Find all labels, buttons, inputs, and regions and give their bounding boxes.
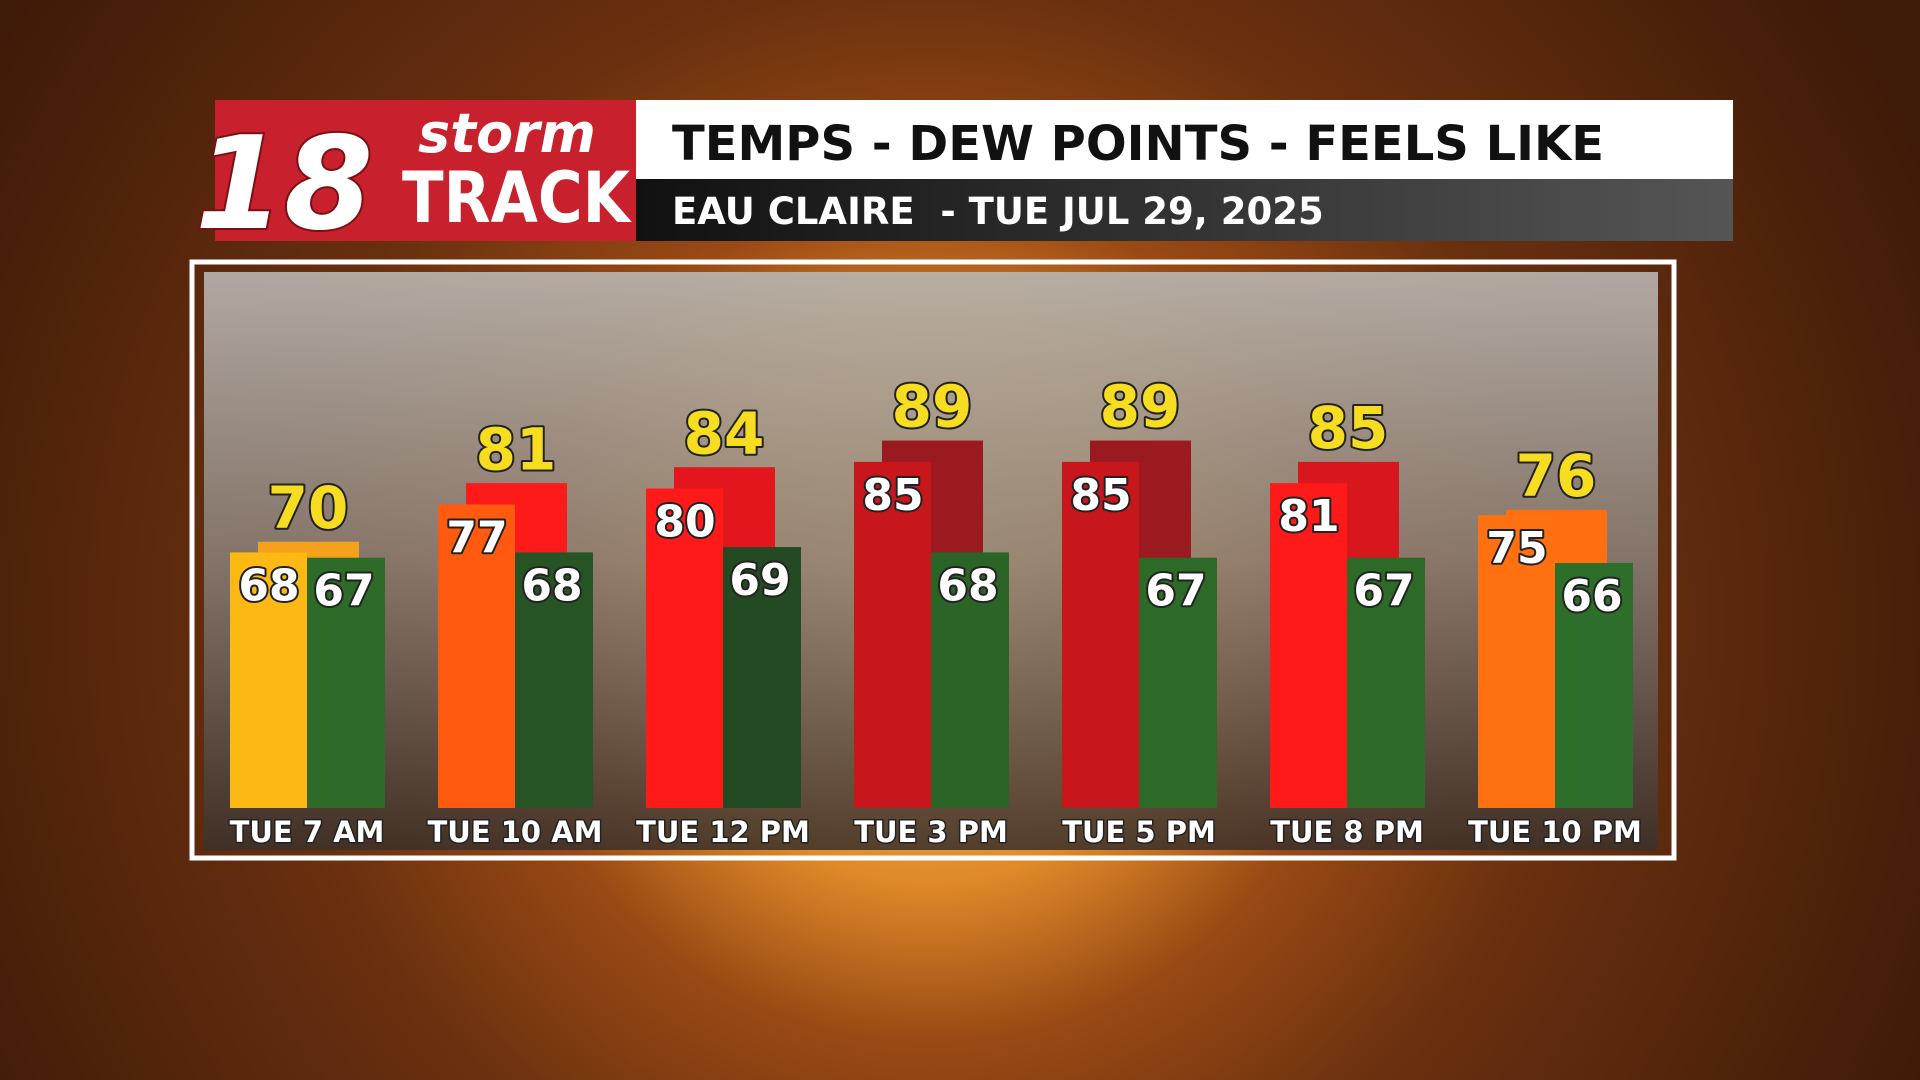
x-tick-label: TUE 3 PM	[854, 815, 1008, 849]
bar	[230, 552, 307, 808]
bar	[1270, 483, 1347, 808]
subtitle-bar	[636, 179, 1733, 241]
value-label: 81	[476, 415, 557, 483]
title-bar	[636, 100, 1733, 179]
chart-subtitle: EAU CLAIRE - TUE JUL 29, 2025	[672, 190, 1324, 233]
bar	[854, 461, 931, 808]
value-label: 75	[1486, 523, 1547, 574]
value-label: 67	[1353, 566, 1414, 617]
value-label: 67	[1145, 566, 1206, 617]
chart-title: TEMPS - DEW POINTS - FEELS LIKE	[672, 116, 1604, 172]
frame	[189, 259, 1677, 861]
value-label: 89	[892, 373, 973, 441]
value-label: 80	[654, 497, 715, 548]
bar	[307, 557, 385, 808]
value-label: 68	[521, 560, 582, 611]
x-tick-label: TUE 10 PM	[1468, 815, 1642, 849]
x-tick-label: TUE 8 PM	[1270, 815, 1424, 849]
value-label: 67	[313, 566, 374, 617]
value-label: 69	[729, 555, 790, 606]
bar	[515, 552, 593, 808]
bar	[1062, 461, 1139, 808]
bar	[1347, 557, 1425, 808]
bar	[646, 488, 723, 808]
logo-number: 18	[195, 110, 373, 259]
value-label: 85	[1070, 470, 1131, 521]
logo-word: TRACK	[402, 157, 632, 239]
value-label: 70	[268, 474, 349, 542]
x-tick-label: TUE 5 PM	[1062, 815, 1216, 849]
value-label: 89	[1100, 373, 1181, 441]
value-label: 85	[1308, 394, 1389, 462]
bar	[931, 552, 1009, 808]
bar	[723, 547, 801, 808]
bar	[1555, 563, 1633, 808]
value-label: 76	[1516, 442, 1597, 510]
x-tick-label: TUE 12 PM	[636, 815, 810, 849]
value-label: 68	[238, 560, 299, 611]
logo-box	[215, 100, 636, 241]
x-tick-label: TUE 10 AM	[428, 815, 603, 849]
bar	[438, 504, 515, 808]
bar	[1139, 557, 1217, 808]
bar	[1478, 515, 1555, 808]
value-label: 84	[684, 399, 765, 467]
value-label: 81	[1278, 491, 1339, 542]
value-label: 77	[446, 512, 507, 563]
value-label: 85	[862, 470, 923, 521]
value-label: 66	[1561, 571, 1622, 622]
x-tick-label: TUE 7 AM	[230, 815, 385, 849]
value-label: 68	[937, 560, 998, 611]
logo-word: storm	[418, 102, 596, 165]
